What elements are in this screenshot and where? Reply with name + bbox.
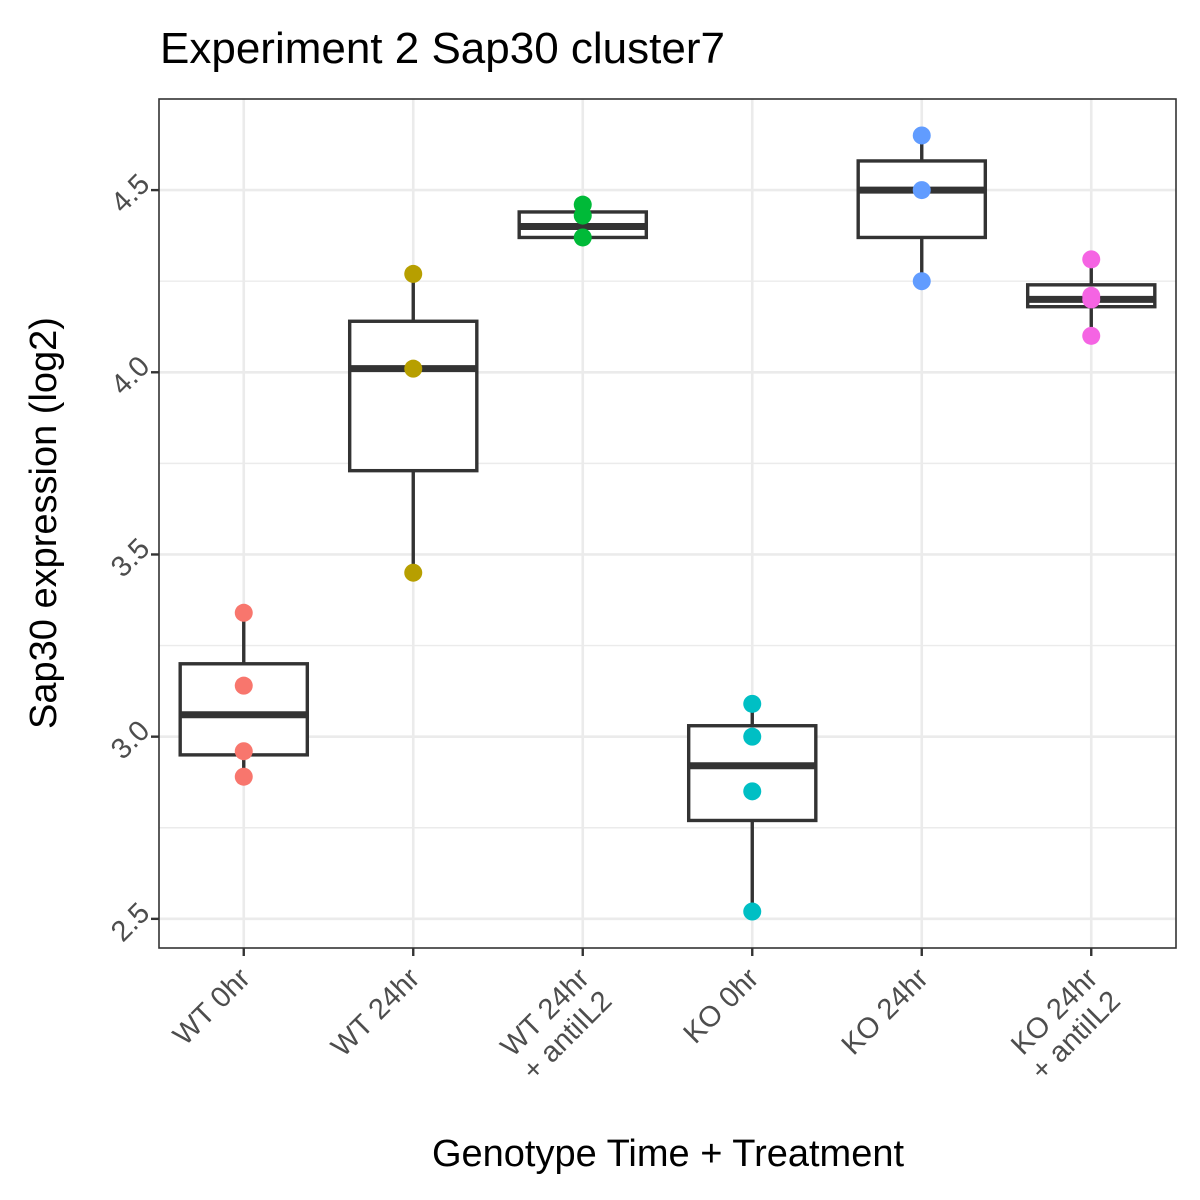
data-point [743, 694, 762, 713]
data-point [1082, 326, 1101, 345]
box [347, 319, 479, 473]
data-points [234, 126, 1101, 921]
x-tick-label: KO 24hr+ antiIL2 [1002, 962, 1127, 1087]
data-point [404, 563, 423, 582]
x-axis-title: Genotype Time + Treatment [432, 1133, 905, 1175]
x-tick-label: WT 0hr [167, 962, 257, 1052]
box-series [178, 135, 1157, 912]
data-point [404, 359, 423, 378]
x-tick-label-line: WT 24hr [325, 962, 426, 1063]
y-tick-label: 3.5 [105, 533, 156, 584]
data-point [743, 782, 762, 801]
x-tick-label-line: WT 0hr [167, 962, 257, 1052]
x-tick-label: WT 24hr [325, 962, 426, 1063]
box [856, 159, 988, 240]
y-tick-label: 2.5 [105, 897, 156, 948]
data-point [912, 126, 931, 145]
chart-title: Experiment 2 Sap30 cluster7 [160, 24, 725, 73]
y-axis-title: Sap30 expression (log2) [23, 317, 65, 729]
data-point [1082, 250, 1101, 269]
y-tick-label: 4.0 [105, 350, 156, 401]
data-point [743, 902, 762, 921]
data-point [234, 676, 253, 695]
data-point [234, 603, 253, 622]
x-tick-label: KO 24hr [836, 962, 935, 1061]
data-point [573, 228, 592, 247]
x-tick-label-line: KO 24hr [836, 962, 935, 1061]
data-point [1082, 290, 1101, 309]
data-point [234, 742, 253, 761]
y-tick-label: 4.5 [105, 168, 156, 219]
data-point [912, 181, 931, 200]
x-tick-label-line: KO 0hr [678, 962, 766, 1050]
data-point [234, 767, 253, 786]
plot-panel-border [158, 98, 1177, 949]
y-tick-label: 3.0 [105, 715, 156, 766]
data-point [743, 727, 762, 746]
data-point [404, 264, 423, 283]
data-point [912, 272, 931, 291]
data-point [573, 206, 592, 225]
x-tick-label: WT 24hr+ antiIL2 [494, 962, 619, 1087]
plot-background [159, 99, 1176, 948]
x-tick-label: KO 0hr [678, 962, 766, 1050]
